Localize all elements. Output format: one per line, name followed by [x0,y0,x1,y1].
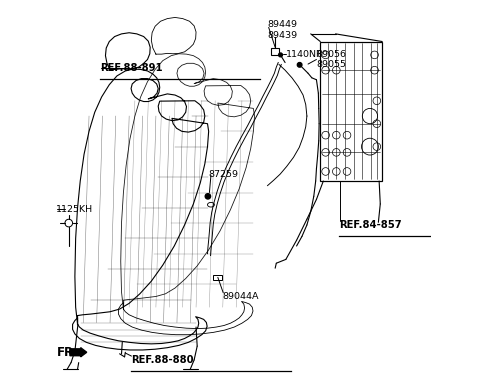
Text: REF.88-891: REF.88-891 [100,63,163,73]
Circle shape [278,53,282,57]
Text: 89044A: 89044A [223,292,259,301]
Circle shape [297,62,302,67]
FancyBboxPatch shape [271,48,279,55]
Text: 89439: 89439 [267,30,298,40]
Text: REF.88-880: REF.88-880 [131,355,193,365]
Circle shape [205,194,211,199]
Text: 87259: 87259 [209,170,239,179]
FancyArrow shape [70,348,87,357]
Text: 1140NF: 1140NF [286,50,322,59]
Bar [320,42,382,181]
Text: REF.84-857: REF.84-857 [339,220,402,230]
Text: 89056: 89056 [316,50,347,59]
Text: 89055: 89055 [316,60,347,69]
Text: 89449: 89449 [267,20,298,29]
Text: 1125KH: 1125KH [56,205,93,214]
Text: FR.: FR. [57,346,79,359]
FancyBboxPatch shape [213,275,222,280]
